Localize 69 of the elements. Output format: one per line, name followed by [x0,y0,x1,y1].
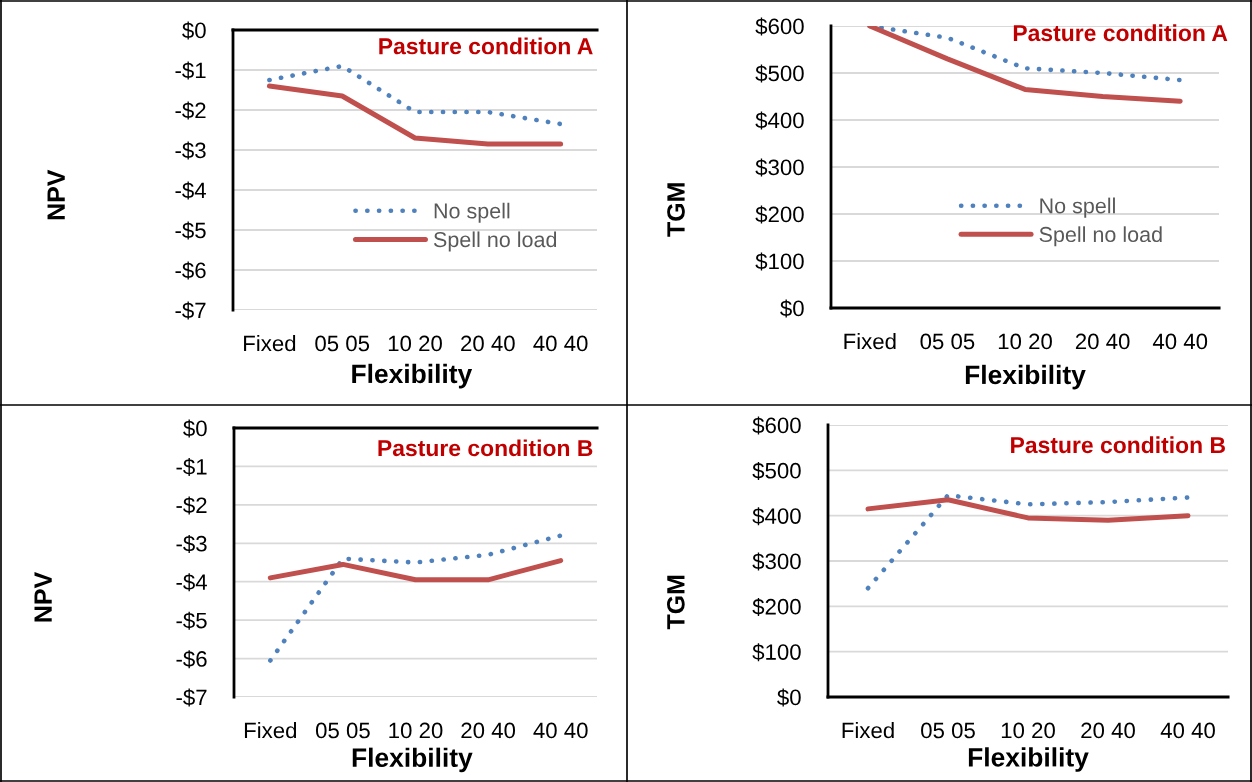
x-tick-label: 05 05 [921,722,975,739]
y-tick-label: $100 [752,643,801,662]
y-tick-label: -$1 [176,458,207,477]
y-tick-label: $200 [755,205,804,224]
x-axis-title: Flexibility [352,747,473,773]
y-tick-label: $300 [752,552,801,571]
y-tick-label: -$6 [175,261,206,280]
x-tick-label: 20 40 [461,722,516,739]
x-axis-title: Flexibility [965,364,1086,390]
x-tick-label: 20 40 [1081,722,1135,739]
y-tick-label: $0 [777,688,801,707]
x-tick-label: 10 20 [998,333,1052,350]
line-series [267,63,563,127]
y-tick-label: $400 [755,111,804,130]
y-axis-title: NPV [34,571,52,622]
legend-label: Spell no load [433,231,557,252]
x-tick-label: 40 40 [1152,333,1208,350]
x-tick-label: 40 40 [533,722,588,739]
y-tick-label: -$7 [176,688,207,707]
line-series [865,492,1191,591]
y-tick-label: $600 [752,416,801,435]
y-tick-label: -$4 [176,573,207,592]
x-tick-label: 05 05 [315,722,370,739]
y-tick-label: $200 [752,597,801,616]
y-tick-label: $0 [182,21,206,40]
legend-label: No spell [1040,197,1115,218]
chart-title: Pasture condition A [1013,24,1228,42]
x-tick-label: 05 05 [920,333,975,350]
y-tick-label: -$6 [176,650,207,669]
x-axis-title: Flexibility [352,363,473,389]
y-tick-label: $300 [755,158,804,177]
x-tick-label: 10 20 [389,722,443,739]
x-tick-label: 40 40 [1160,722,1215,739]
y-tick-label: $0 [183,419,207,438]
y-tick-label: -$5 [175,221,206,240]
chart-title: Pasture condition B [1011,436,1225,454]
x-tick-label: 20 40 [461,335,515,352]
y-tick-label: -$1 [175,61,206,80]
x-tick-label: 10 20 [1001,722,1055,739]
y-tick-label: -$3 [175,141,206,160]
y-tick-label: -$5 [176,611,207,630]
y-tick-label: -$2 [175,101,206,120]
x-tick-label: 10 20 [388,335,442,352]
x-tick-label: Fixed [244,335,296,352]
y-tick-label: $500 [755,64,804,83]
x-tick-label: Fixed [844,333,896,350]
x-tick-label: Fixed [842,722,894,739]
y-tick-label: -$7 [175,301,206,320]
y-tick-label: $500 [752,461,801,480]
line-series [268,533,563,663]
x-tick-label: 20 40 [1075,333,1130,350]
chart-title: Pasture condition A [379,37,593,55]
y-tick-label: -$3 [176,534,207,553]
x-tick-label: 05 05 [315,335,370,352]
y-tick-label: $100 [755,252,804,271]
y-tick-label: -$4 [175,181,206,200]
y-axis-title: NPV [47,169,65,220]
legend-label: No spell [434,202,510,223]
y-axis-title: TGM [667,183,685,237]
legend-label: Spell no load [1039,226,1162,247]
y-tick-label: -$2 [176,496,207,515]
y-tick-label: $0 [780,299,804,318]
y-tick-label: $400 [752,507,801,526]
y-tick-label: $600 [755,17,804,36]
chart-title: Pasture condition B [378,439,593,457]
y-axis-title: TGM [667,575,685,630]
x-tick-label: Fixed [244,722,297,739]
x-tick-label: 40 40 [533,335,588,352]
x-axis-title: Flexibility [968,747,1089,772]
